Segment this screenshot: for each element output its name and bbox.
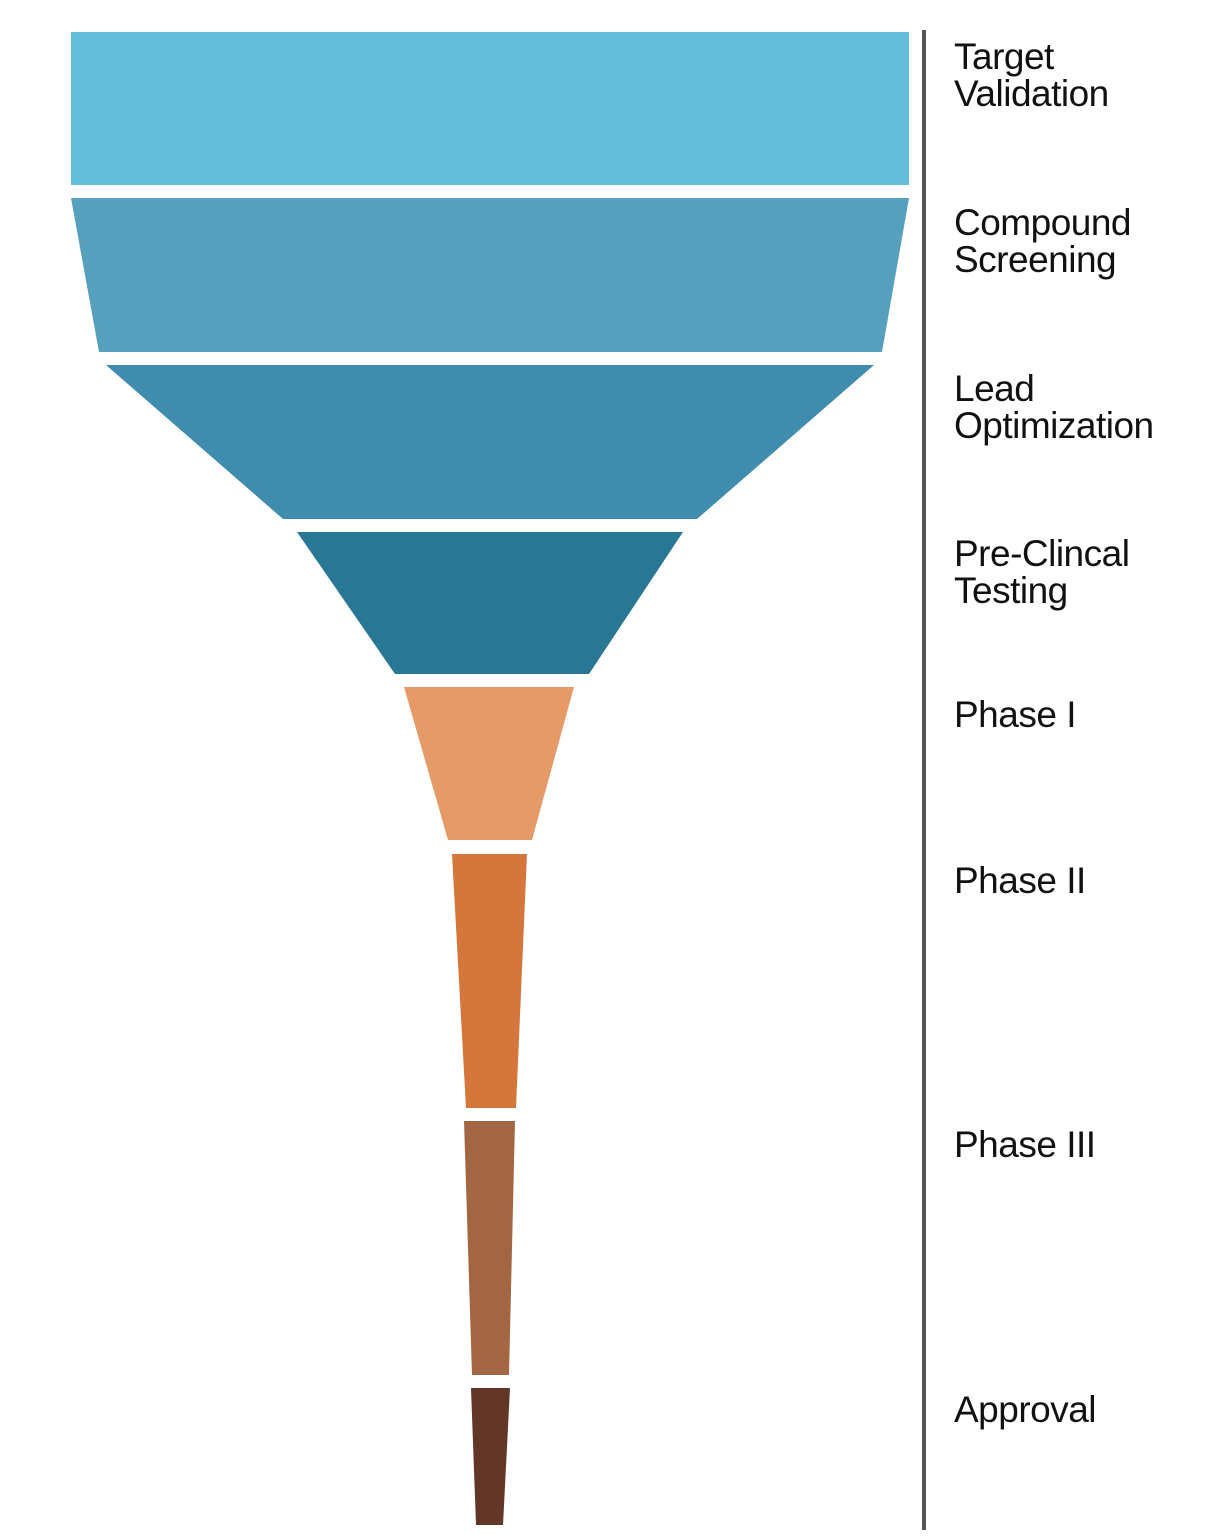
stage-label-line: Phase I: [954, 694, 1076, 735]
stage-label-line: Phase II: [954, 860, 1086, 901]
stage-label-line: Validation: [954, 73, 1109, 114]
stage-label-line: Testing: [954, 570, 1068, 611]
stage-label-line: Approval: [954, 1389, 1097, 1430]
funnel-segment-target-validation: [71, 32, 909, 185]
funnel-segment-phase-i: [404, 687, 574, 840]
stage-label-line: Phase III: [954, 1124, 1096, 1165]
stage-label-target-validation: Target Validation: [954, 38, 1204, 112]
stage-label-approval: Approval: [954, 1391, 1204, 1428]
stage-label-line: Screening: [954, 239, 1117, 280]
funnel-segment-lead-optimization: [106, 365, 874, 519]
funnel-segment-pre-clinical-testing: [297, 532, 683, 674]
stage-label-line: Pre-Clincal: [954, 533, 1130, 574]
stage-label-line: Lead: [954, 368, 1035, 409]
funnel-segment-approval: [471, 1388, 510, 1525]
stage-label-phase-ii: Phase II: [954, 862, 1204, 899]
stage-label-pre-clinical-testing: Pre-Clincal Testing: [954, 535, 1204, 609]
stage-label-line: Compound: [954, 202, 1132, 243]
funnel-segment-phase-ii: [452, 854, 527, 1108]
stage-label-line: Target: [954, 36, 1054, 77]
stage-label-phase-i: Phase I: [954, 696, 1204, 733]
stage-label-lead-optimization: Lead Optimization: [954, 370, 1204, 444]
funnel-segment-phase-iii: [464, 1121, 515, 1375]
stage-label-compound-screening: Compound Screening: [954, 204, 1204, 278]
stage-label-phase-iii: Phase III: [954, 1126, 1204, 1163]
stage-label-line: Optimization: [954, 405, 1154, 446]
funnel-segment-compound-screening: [71, 198, 909, 352]
